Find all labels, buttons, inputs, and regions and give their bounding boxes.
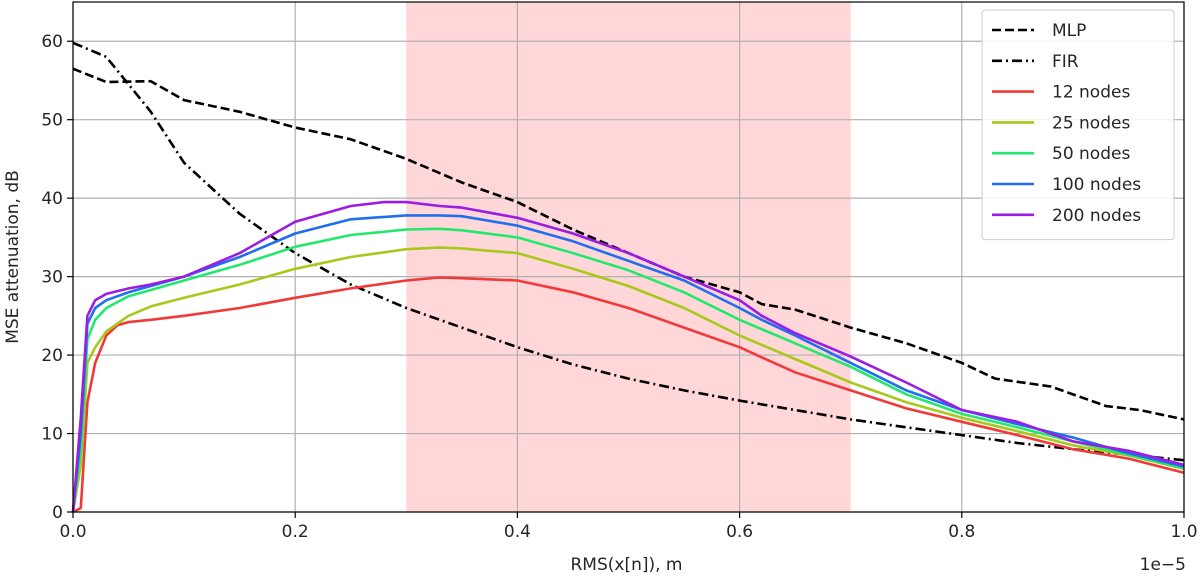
x-tick-label: 1.0 [1170,522,1197,542]
series-line-25-nodes [71,246,1185,513]
x-tick-label: 0.4 [504,522,531,542]
legend-label-50-nodes: 50 nodes [1052,144,1130,164]
legend-label-mlp: MLP [1052,21,1086,41]
series-line-mlp [72,67,1185,421]
series-line-100-nodes [71,214,1185,513]
series-line-50-nodes [71,227,1185,513]
y-axis-label: MSE attenuation, dB [3,170,23,344]
y-tick-label: 50 [41,111,63,131]
legend-label-12-nodes: 12 nodes [1052,83,1130,103]
ticks-layer: 0.0 0.2 0.4 0.6 0.8 1.0 0 10 20 30 40 50 60 [41,32,1197,542]
series-line-fir [72,41,1185,462]
legend-box [981,9,1175,241]
axes-layer [72,1,1185,513]
x-tick-label: 0.2 [282,522,309,542]
plot-frame [72,1,1185,513]
highlight-band-layer [406,2,851,512]
legend: MLP FIR 12 nodes 25 nodes 50 nodes 100 nodes 2… [981,9,1175,241]
x-tick-label: 0.0 [59,522,86,542]
y-tick-label: 0 [52,503,63,523]
x-tick-label: 0.6 [726,522,753,542]
y-tick-label: 40 [41,189,63,209]
legend-label-fir: FIR [1052,52,1079,72]
series-layer [71,41,1185,514]
x-tick-label: 0.8 [948,522,975,542]
y-tick-label: 20 [41,346,63,366]
y-tick-label: 10 [41,425,63,445]
legend-label-25-nodes: 25 nodes [1052,113,1130,133]
legend-label-100-nodes: 100 nodes [1052,175,1141,195]
series-line-12-nodes [72,276,1185,514]
x-axis-offset-label: 1e−5 [1140,555,1186,575]
highlight-band [406,2,851,512]
y-tick-label: 60 [41,32,63,52]
legend-label-200-nodes: 200 nodes [1052,206,1141,226]
series-line-200-nodes [71,200,1185,513]
y-tick-label: 30 [41,268,63,288]
x-axis-label: RMS(x[n]), m [570,555,682,575]
